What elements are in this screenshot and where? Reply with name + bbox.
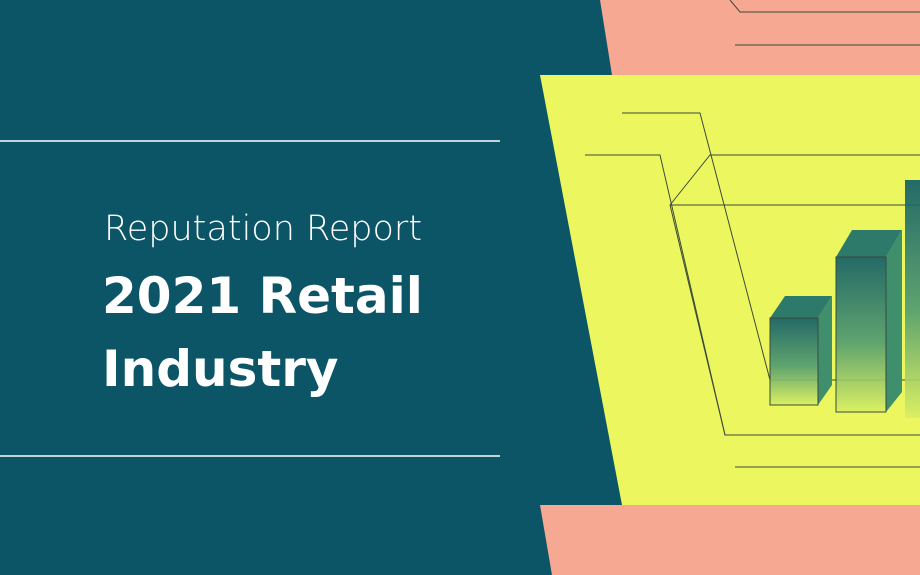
pink-panel-bottom [540,505,920,575]
title-line: Industry [102,340,339,398]
bar-illustration [769,180,920,418]
pink-panel-top [600,0,920,75]
title-line: 2021 Retail [102,267,423,325]
yellow-panel [540,75,920,505]
subtitle: Reputation Report [104,209,422,249]
